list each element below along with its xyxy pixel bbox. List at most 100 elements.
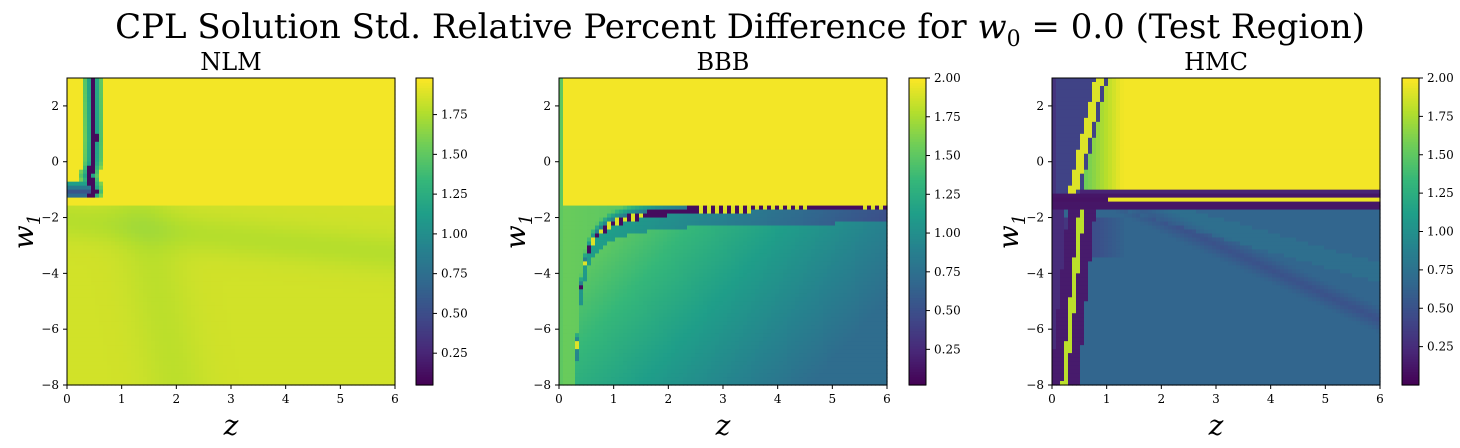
heatmap-cell <box>287 205 292 211</box>
heatmap-cell <box>151 129 156 135</box>
heatmap-cell <box>211 313 216 318</box>
heatmap-cell <box>115 305 120 310</box>
heatmap-cell <box>299 153 304 159</box>
heatmap-cell <box>155 121 160 127</box>
heatmap-cell <box>103 317 108 322</box>
heatmap-cell <box>223 165 228 171</box>
heatmap-cell <box>223 257 228 263</box>
heatmap-cell <box>151 197 156 203</box>
heatmap-cell <box>311 229 316 235</box>
heatmap-cell <box>299 78 304 83</box>
heatmap-cell <box>231 125 236 131</box>
heatmap-cell <box>167 345 172 350</box>
heatmap-cell <box>255 333 260 338</box>
heatmap-cell <box>71 81 76 87</box>
heatmap-cell <box>139 233 144 239</box>
heatmap-cell <box>283 209 288 215</box>
heatmap-cell <box>119 109 124 115</box>
heatmap-cell <box>99 213 104 219</box>
heatmap-cell <box>131 269 136 274</box>
heatmap-cell <box>119 245 124 251</box>
heatmap-cell <box>283 105 288 111</box>
heatmap-cell <box>203 329 208 334</box>
heatmap-cell <box>99 265 104 270</box>
heatmap-cell <box>255 149 260 155</box>
heatmap-cell <box>199 225 204 231</box>
heatmap-cell <box>243 361 248 366</box>
heatmap-cell <box>275 297 280 302</box>
heatmap-cell <box>87 329 92 334</box>
heatmap-cell <box>207 93 212 99</box>
heatmap-cell <box>163 293 168 298</box>
heatmap-cell <box>243 145 248 151</box>
heatmap-cell <box>231 345 236 350</box>
heatmap-cell <box>155 257 160 263</box>
heatmap-cell <box>323 121 328 127</box>
heatmap-cell <box>211 165 216 171</box>
heatmap-cell <box>243 237 248 243</box>
heatmap-cell <box>235 309 240 314</box>
heatmap-cell <box>99 361 104 366</box>
heatmap-cell <box>251 245 256 251</box>
heatmap-cell <box>255 221 260 227</box>
heatmap-cell <box>319 93 324 99</box>
heatmap-cell <box>135 161 140 167</box>
heatmap-cell <box>119 269 124 274</box>
heatmap-cell <box>95 277 100 282</box>
heatmap-cell <box>235 193 240 199</box>
heatmap-cell <box>259 105 264 111</box>
heatmap-cell <box>163 333 168 338</box>
heatmap-cell <box>135 209 140 215</box>
heatmap-cell <box>307 305 312 310</box>
heatmap-cell <box>71 145 76 151</box>
heatmap-cell <box>259 337 264 342</box>
heatmap-cell <box>87 221 92 227</box>
heatmap-cell <box>255 101 260 107</box>
heatmap-cell <box>263 165 268 171</box>
heatmap-cell <box>247 317 252 322</box>
heatmap-cell <box>159 333 164 338</box>
heatmap-cell <box>219 137 224 143</box>
heatmap-cell <box>67 325 72 330</box>
heatmap-cell <box>291 373 296 378</box>
heatmap-cell <box>251 373 256 378</box>
heatmap-cell <box>291 97 296 103</box>
heatmap-cell <box>199 249 204 255</box>
heatmap-cell <box>299 137 304 143</box>
heatmap-cell <box>255 313 260 318</box>
heatmap-cell <box>191 241 196 247</box>
heatmap-cell <box>91 293 96 298</box>
heatmap-cell <box>179 369 184 374</box>
heatmap-cell <box>95 261 100 266</box>
heatmap-cell <box>239 189 244 195</box>
heatmap-cell <box>319 181 324 187</box>
heatmap-cell <box>199 157 204 163</box>
heatmap-cell <box>243 189 248 195</box>
heatmap-cell <box>115 249 120 255</box>
heatmap-cell <box>231 165 236 171</box>
heatmap-cell <box>307 153 312 159</box>
heatmap-cell <box>135 93 140 99</box>
heatmap-cell <box>299 361 304 366</box>
heatmap-cell <box>267 193 272 199</box>
heatmap-cell <box>275 121 280 127</box>
heatmap-cell <box>223 285 228 290</box>
heatmap-cell <box>79 321 84 326</box>
heatmap-cell <box>123 129 128 135</box>
heatmap-cell <box>151 349 156 354</box>
heatmap-cell <box>239 137 244 143</box>
heatmap-cell <box>239 249 244 255</box>
heatmap-cell <box>231 273 236 278</box>
heatmap-cell <box>151 305 156 310</box>
heatmap-cell <box>143 81 148 87</box>
heatmap-cell <box>175 349 180 354</box>
heatmap-cell <box>103 133 108 139</box>
heatmap-cell <box>243 209 248 215</box>
heatmap-cell <box>131 145 136 151</box>
heatmap-cell <box>199 221 204 227</box>
heatmap-cell <box>191 193 196 199</box>
heatmap-cell <box>207 369 212 374</box>
heatmap-cell <box>267 293 272 298</box>
heatmap-cell <box>283 313 288 318</box>
heatmap-cell <box>299 109 304 115</box>
